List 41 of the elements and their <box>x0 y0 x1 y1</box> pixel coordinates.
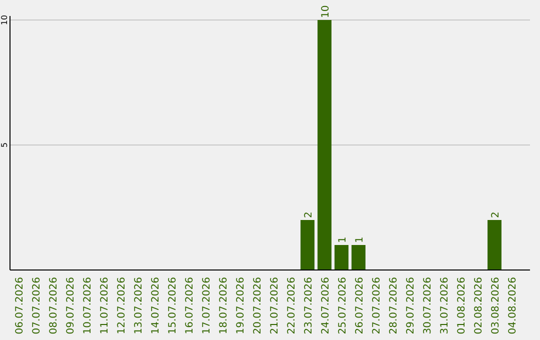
data-label: 2 <box>490 212 502 218</box>
bar <box>488 220 502 270</box>
x-tick-label: 30.07.2026 <box>422 277 434 334</box>
x-tick-label: 01.08.2026 <box>456 277 468 334</box>
x-tick-label: 20.07.2026 <box>252 277 264 334</box>
bar <box>352 245 366 270</box>
x-tick-label: 31.07.2026 <box>440 277 450 334</box>
x-tick-label: 06.07.2026 <box>14 277 26 334</box>
bar <box>300 220 314 270</box>
x-tick-label: 19.07.2026 <box>236 277 246 334</box>
x-tick-label: 18.07.2026 <box>218 277 230 334</box>
x-tick-label: 14.07.2026 <box>150 277 162 334</box>
x-tick-label: 09.07.2026 <box>66 277 76 334</box>
x-tick-label: 03.08.2026 <box>490 277 502 334</box>
x-tick-label: 24.07.2026 <box>320 277 332 334</box>
data-label: 1 <box>354 236 366 243</box>
x-tick-label: 13.07.2026 <box>134 277 144 334</box>
x-tick-label: 17.07.2026 <box>202 277 212 334</box>
x-tick-label: 08.07.2026 <box>48 277 60 334</box>
x-tick-label: 28.07.2026 <box>388 277 400 334</box>
x-tick-label: 23.07.2026 <box>304 277 314 334</box>
bar <box>318 20 332 270</box>
x-tick-label: 25.07.2026 <box>338 277 348 334</box>
x-tick-label: 21.07.2026 <box>270 277 280 334</box>
x-tick-label: 22.07.2026 <box>286 277 298 334</box>
x-tick-label: 12.07.2026 <box>116 277 128 334</box>
x-tick-label: 04.08.2026 <box>508 277 518 334</box>
x-tick-label: 15.07.2026 <box>168 277 178 334</box>
data-label: 10 <box>320 5 332 18</box>
x-tick-label: 29.07.2026 <box>406 277 416 334</box>
x-tick-label: 02.08.2026 <box>474 277 484 334</box>
data-label: 1 <box>338 236 348 243</box>
x-tick-label: 16.07.2026 <box>184 277 196 334</box>
x-tick-label: 10.07.2026 <box>82 277 94 334</box>
x-tick-label: 07.07.2026 <box>32 277 42 334</box>
x-tick-label: 26.07.2026 <box>354 277 366 334</box>
data-label: 2 <box>304 212 314 218</box>
bar <box>334 245 348 270</box>
x-tick-label: 11.07.2026 <box>100 277 110 334</box>
x-tick-label: 27.07.2026 <box>372 277 382 334</box>
y-tick-label: 5 <box>0 142 9 148</box>
